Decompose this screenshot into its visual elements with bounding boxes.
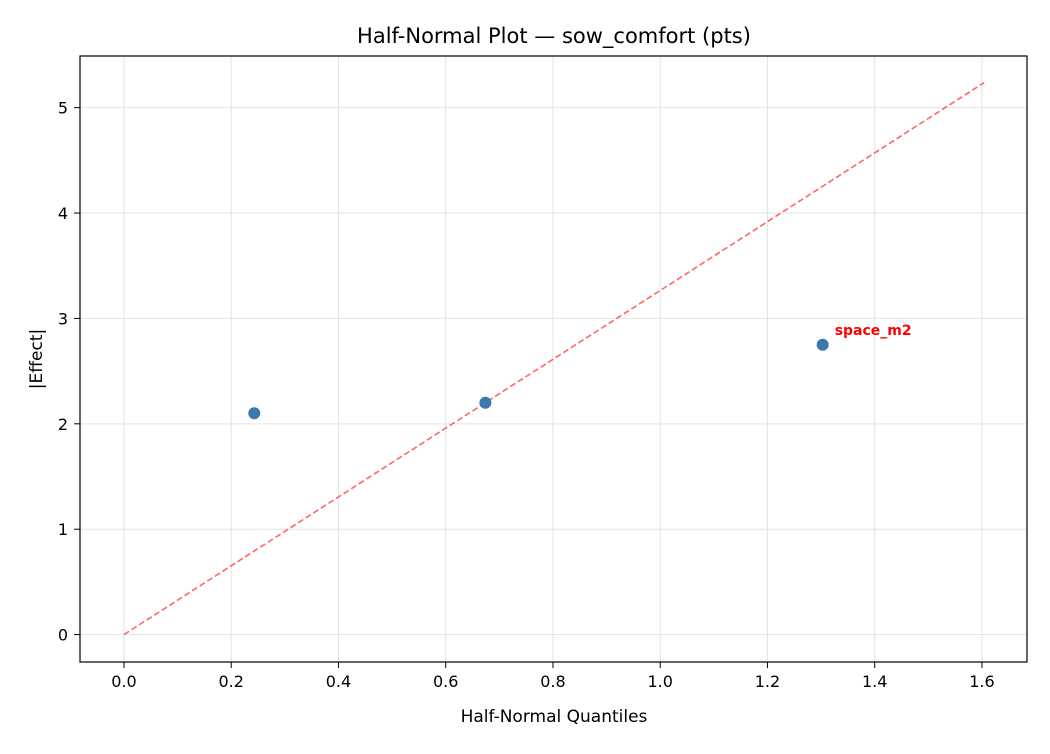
x-tick-label: 1.0	[647, 672, 672, 691]
x-tick-label: 1.4	[862, 672, 887, 691]
x-tick-label: 0.6	[433, 672, 458, 691]
y-tick-label: 2	[58, 415, 68, 434]
ticks: 0.0 0.2 0.4 0.6 0.8 1.0 1.2 1.4 1.6 0 1 2 3 4 5	[58, 99, 995, 691]
data-point	[248, 407, 261, 420]
y-axis-label: |Effect|	[27, 329, 47, 389]
x-tick-label: 0.2	[218, 672, 243, 691]
marks: space_m2	[123, 81, 985, 636]
y-tick-label: 5	[58, 99, 68, 118]
chart-title: Half-Normal Plot — sow_comfort (pts)	[357, 24, 751, 49]
y-tick-label: 4	[58, 204, 68, 223]
data-point	[816, 338, 829, 351]
data-point	[479, 396, 492, 409]
x-tick-label: 1.2	[755, 672, 780, 691]
x-axis-label: Half-Normal Quantiles	[461, 707, 648, 727]
x-tick-label: 1.6	[969, 672, 994, 691]
y-tick-label: 1	[58, 520, 68, 539]
x-tick-label: 0.4	[326, 672, 351, 691]
y-tick-label: 3	[58, 309, 68, 328]
plot-frame	[79, 55, 1028, 663]
x-tick-label: 0.8	[540, 672, 565, 691]
reference-line	[123, 81, 985, 636]
y-tick-label: 0	[58, 626, 68, 645]
x-tick-label: 0.0	[111, 672, 136, 691]
point-annotation: space_m2	[835, 323, 912, 339]
